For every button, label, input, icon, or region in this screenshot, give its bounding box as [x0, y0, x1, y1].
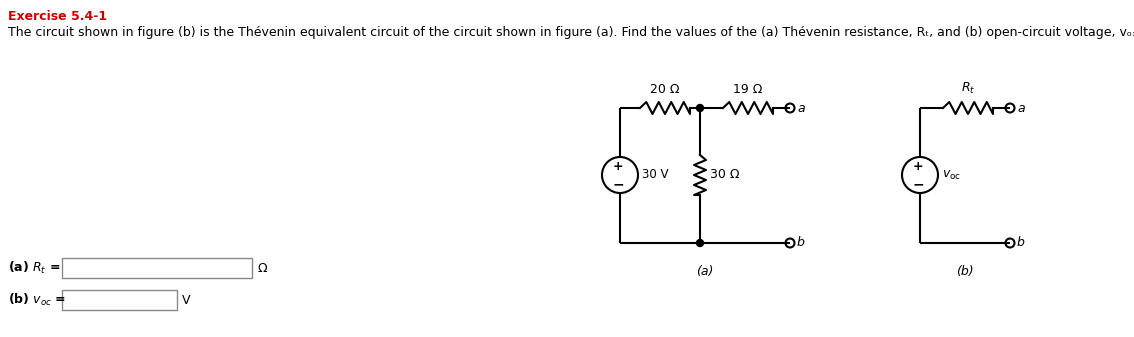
Text: −: − — [912, 177, 924, 191]
Text: 30 Ω: 30 Ω — [710, 168, 739, 182]
Text: (a): (a) — [696, 265, 713, 278]
Text: 19 Ω: 19 Ω — [734, 83, 763, 96]
Text: The circuit shown in figure (b) is the Thévenin equivalent circuit of the circui: The circuit shown in figure (b) is the T… — [8, 26, 1134, 39]
Text: 30 V: 30 V — [642, 168, 669, 182]
Text: −: − — [612, 177, 624, 191]
Text: Exercise 5.4-1: Exercise 5.4-1 — [8, 10, 107, 23]
Text: 20 Ω: 20 Ω — [650, 83, 679, 96]
Text: $v_{\mathrm{oc}}$: $v_{\mathrm{oc}}$ — [942, 168, 960, 182]
Text: b: b — [797, 237, 805, 249]
Text: (a) $R_t$ =: (a) $R_t$ = — [8, 260, 60, 276]
Text: +: + — [612, 160, 624, 174]
Text: a: a — [1017, 101, 1025, 115]
FancyBboxPatch shape — [62, 258, 252, 278]
Text: $R_t$: $R_t$ — [960, 81, 975, 96]
Circle shape — [696, 104, 703, 112]
Circle shape — [696, 240, 703, 246]
Text: (b) $v_{oc}$ =: (b) $v_{oc}$ = — [8, 292, 66, 308]
Text: b: b — [1017, 237, 1025, 249]
Text: (b): (b) — [956, 265, 974, 278]
Text: a: a — [797, 101, 805, 115]
FancyBboxPatch shape — [62, 290, 177, 310]
Text: V: V — [181, 294, 191, 306]
Text: Ω: Ω — [257, 262, 266, 275]
Text: +: + — [913, 160, 923, 174]
